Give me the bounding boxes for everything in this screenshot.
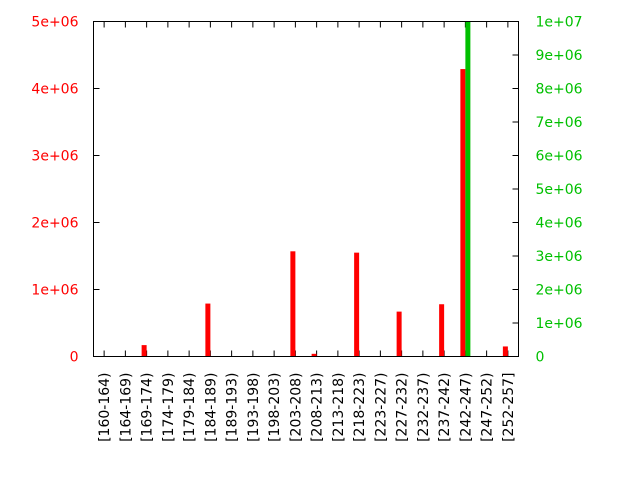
- y2-tick-label: 1e+06: [536, 316, 583, 332]
- y-tick-label: 3e+06: [31, 149, 78, 165]
- y-tick-label: 4e+06: [31, 82, 78, 98]
- bar-right-series: [465, 21, 471, 357]
- bar-left-series: [439, 304, 445, 357]
- x-tick-label: [164-169): [118, 373, 134, 442]
- y-tick-label: 5e+06: [31, 15, 78, 31]
- y2-tick-label: 4e+06: [536, 216, 583, 232]
- x-tick-label: [208-213): [310, 373, 326, 442]
- x-tick-label: [223-227): [373, 373, 389, 442]
- y2-tick-label: 3e+06: [536, 249, 583, 265]
- bar-left-series: [141, 345, 147, 357]
- y-tick-label: 1e+06: [31, 283, 78, 299]
- x-tick-label: [160-164): [97, 373, 113, 442]
- x-tick-label: [174-179): [161, 373, 177, 442]
- x-tick-label: [232-237): [416, 373, 432, 442]
- y2-tick-label: 5e+06: [536, 182, 583, 198]
- x-tick-label: [218-223): [352, 373, 368, 442]
- bar-left-series: [290, 251, 296, 357]
- bars: [141, 21, 508, 357]
- x-axis-labels: [160-164) [164-169) [169-174) [174-179) [179…: [97, 373, 517, 442]
- plot-frame: [93, 21, 519, 357]
- x-tick-label: [237-242): [437, 373, 453, 442]
- y2-tick-label: 0: [536, 350, 545, 366]
- tick-marks: [93, 21, 519, 357]
- bar-left-series: [311, 353, 317, 357]
- left-axis-labels: 0 1e+06 2e+06 3e+06 4e+06 5e+06: [31, 15, 78, 366]
- bar-left-series: [354, 252, 360, 357]
- x-tick-label: [169-174): [140, 373, 156, 442]
- x-tick-label: [203-208): [288, 373, 304, 442]
- y-tick-label: 0: [70, 350, 79, 366]
- x-tick-label: [193-198): [246, 373, 262, 442]
- x-tick-label: [189-193): [225, 373, 241, 442]
- bar-left-series: [205, 303, 211, 357]
- y2-tick-label: 2e+06: [536, 283, 583, 299]
- x-tick-label: [247-252): [480, 373, 496, 442]
- right-axis-labels: 0 1e+06 2e+06 3e+06 4e+06 5e+06 6e+06 7e+06 8e+0…: [536, 15, 583, 366]
- y2-tick-label: 8e+06: [536, 82, 583, 98]
- x-tick-label: [242-247): [458, 373, 474, 442]
- bar-left-series: [396, 311, 402, 357]
- x-tick-label: [227-232): [395, 373, 411, 442]
- y2-tick-label: 9e+06: [536, 48, 583, 64]
- y-tick-label: 2e+06: [31, 216, 78, 232]
- x-tick-label: [184-189): [203, 373, 219, 442]
- y2-tick-label: 1e+07: [536, 15, 583, 31]
- x-tick-label: [213-218): [331, 373, 347, 442]
- bar-left-series: [502, 346, 508, 357]
- y2-tick-label: 6e+06: [536, 149, 583, 165]
- x-tick-label: [198-203): [267, 373, 283, 442]
- x-tick-label: [179-184): [182, 373, 198, 442]
- y2-tick-label: 7e+06: [536, 115, 583, 131]
- x-tick-label: [252-257]: [501, 373, 517, 442]
- bar-left-series: [460, 69, 466, 357]
